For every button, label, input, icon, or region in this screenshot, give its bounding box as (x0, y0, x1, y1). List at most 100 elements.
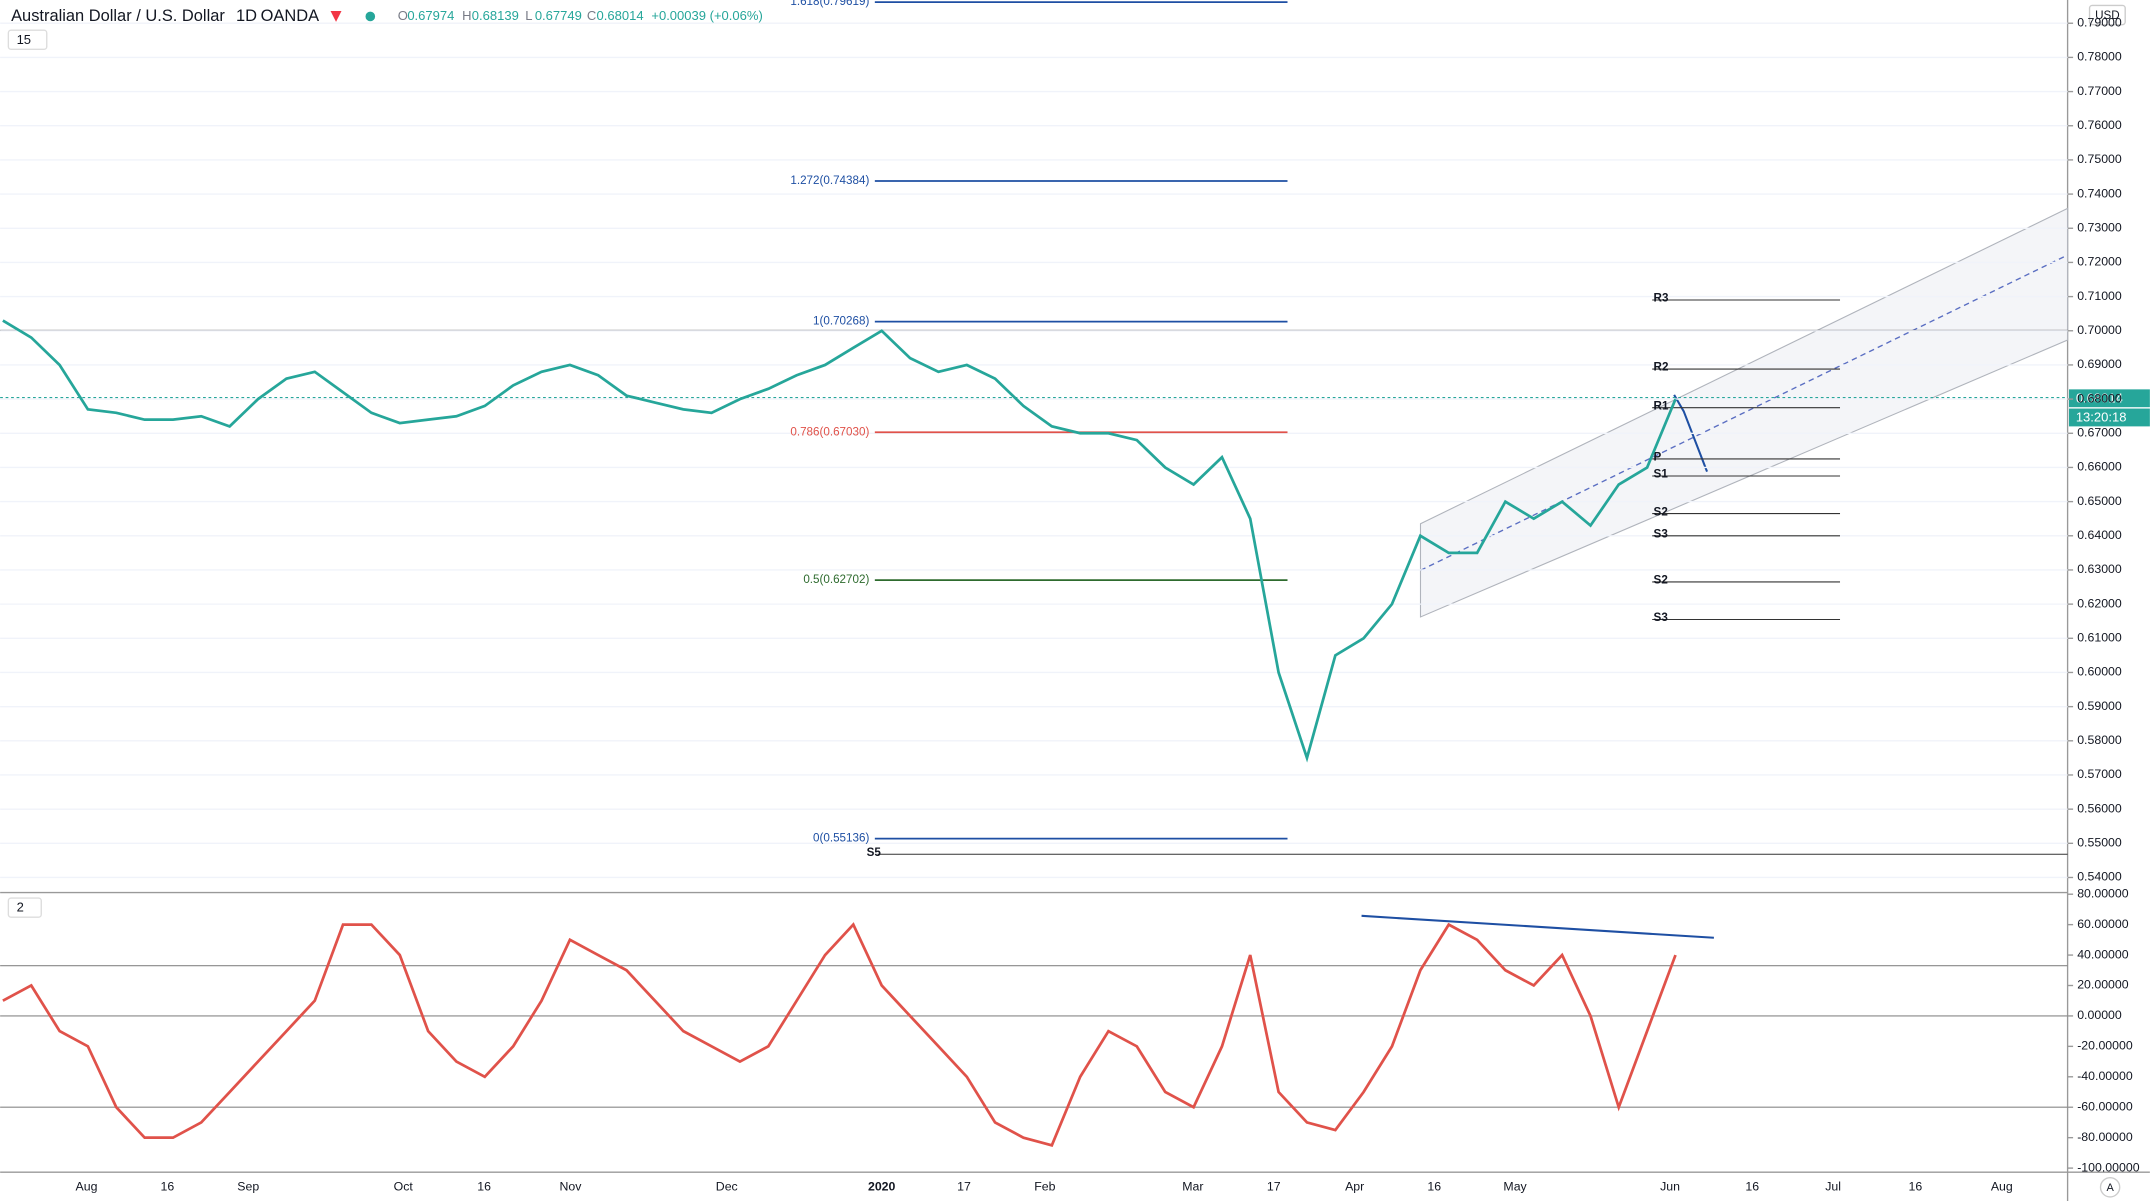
pivot-label: P (1654, 451, 1662, 464)
indicator-legend-toggle[interactable] (7, 29, 48, 51)
x-tick-label: 17 (1267, 1180, 1281, 1194)
ohlc-key: H (462, 8, 471, 23)
y-tick-label: 0.75000 (2077, 152, 2122, 166)
fib-label: 1.272(0.74384) (790, 174, 869, 187)
x-tick-label: Aug (1991, 1180, 2013, 1194)
ohlc-value: 0.67749 (535, 8, 582, 23)
y-tick-label: 40.00000 (2077, 947, 2129, 961)
y-tick-label: -20.00000 (2077, 1039, 2133, 1053)
currency[interactable]: USD (2095, 9, 2120, 22)
pivot-label: R1 (1654, 399, 1669, 412)
pivot-label: S5 (867, 846, 882, 859)
y-tick-label: 0.63000 (2077, 562, 2122, 576)
osc-legend-toggle[interactable] (7, 897, 42, 918)
ohlc-key: L (525, 8, 532, 23)
pivot-label: S2 (1654, 505, 1669, 518)
pivot-label: S2 (1654, 574, 1669, 587)
y-tick-label: 0.60000 (2077, 665, 2122, 679)
y-tick-label: 0.68000 (2077, 391, 2122, 405)
auto-scale-label[interactable]: A (2106, 1182, 2114, 1194)
x-tick-label: 17 (957, 1180, 971, 1194)
pivot-label: S1 (1654, 468, 1669, 481)
x-tick-label: Jul (1825, 1180, 1841, 1194)
fib-label: 1.618(0.79619) (790, 0, 869, 8)
y-tick-label: 0.65000 (2077, 494, 2122, 508)
x-tick-label: Apr (1345, 1180, 1364, 1194)
y-tick-label: -60.00000 (2077, 1099, 2133, 1113)
indicator-legend[interactable]: 15 (17, 32, 31, 47)
countdown-tag (2068, 408, 2150, 427)
flag-icon[interactable] (330, 10, 342, 22)
ohlc-key: O (398, 8, 408, 23)
y-tick-label: 0.76000 (2077, 118, 2122, 132)
pivot-label: S3 (1654, 611, 1669, 624)
x-tick-label: Nov (560, 1180, 583, 1194)
x-tick-label: Feb (1034, 1180, 1055, 1194)
series-line (2, 319, 1677, 763)
y-tick-label: 0.55000 (2077, 836, 2122, 850)
channel-midline (1420, 254, 2068, 571)
y-tick-label: 60.00000 (2077, 917, 2129, 931)
currency-button[interactable] (2088, 4, 2126, 26)
symbol-title[interactable]: Australian Dollar / U.S. Dollar (11, 7, 225, 25)
pivot-label: S3 (1654, 527, 1669, 540)
source[interactable]: OANDA (261, 7, 319, 25)
x-tick-label: 16 (161, 1180, 175, 1194)
x-tick-label: Dec (716, 1180, 738, 1194)
y-tick-label: 0.79000 (2077, 15, 2122, 29)
fib-label: 1(0.70268) (813, 315, 869, 328)
y-tick-label: 0.57000 (2077, 767, 2122, 781)
osc-legend[interactable]: 2 (17, 900, 24, 915)
y-tick-label: 0.62000 (2077, 596, 2122, 610)
projection-line (1673, 394, 1708, 472)
x-tick-label: Aug (76, 1180, 98, 1194)
y-tick-label: 0.54000 (2077, 870, 2122, 884)
pivot-label: R2 (1654, 361, 1669, 374)
y-tick-label: 0.59000 (2077, 699, 2122, 713)
y-tick-label: 0.56000 (2077, 801, 2122, 815)
fib-label: 0(0.55136) (813, 832, 869, 845)
y-tick-label: 0.66000 (2077, 460, 2122, 474)
y-tick-label: 0.72000 (2077, 255, 2122, 269)
y-tick-label: 0.67000 (2077, 426, 2122, 440)
y-tick-label: 0.64000 (2077, 528, 2122, 542)
auto-scale-button[interactable] (2099, 1177, 2121, 1198)
y-tick-label: 0.74000 (2077, 186, 2122, 200)
x-tick-label: 2020 (868, 1180, 896, 1194)
divergence-trendline (1361, 914, 1714, 939)
y-tick-label: 0.73000 (2077, 221, 2122, 235)
last-price-tag (2068, 389, 2150, 408)
ohlc-key: C (587, 8, 596, 23)
x-tick-label: Sep (237, 1180, 259, 1194)
status-dot (365, 11, 376, 22)
y-tick-label: 0.77000 (2077, 84, 2122, 98)
x-tick-label: 16 (477, 1180, 491, 1194)
change: +0.00039 (+0.06%) (651, 8, 762, 23)
x-tick-label: Oct (394, 1180, 414, 1194)
x-tick-label: Mar (1182, 1180, 1203, 1194)
ohlc-value: 0.68014 (597, 8, 644, 23)
x-tick-label: May (1503, 1180, 1527, 1194)
last-price: 0.68014 (2076, 390, 2123, 405)
x-tick-label: 16 (1427, 1180, 1441, 1194)
y-tick-label: 20.00000 (2077, 978, 2129, 992)
x-tick-label: Jun (1660, 1180, 1680, 1194)
y-tick-label: 0.61000 (2077, 631, 2122, 645)
ohlc-value: 0.67974 (407, 8, 454, 23)
fib-label: 0.786(0.67030) (790, 425, 869, 438)
x-tick-label: 16 (1745, 1180, 1759, 1194)
pivot-label: R3 (1654, 292, 1669, 305)
countdown: 13:20:18 (2076, 410, 2127, 425)
y-tick-label: -80.00000 (2077, 1130, 2133, 1144)
y-tick-label: 0.58000 (2077, 733, 2122, 747)
y-tick-label: 0.78000 (2077, 50, 2122, 64)
y-tick-label: -100.00000 (2077, 1160, 2140, 1174)
interval[interactable]: 1D (236, 7, 257, 25)
y-tick-label: 0.00000 (2077, 1008, 2122, 1022)
y-tick-label: 0.69000 (2077, 357, 2122, 371)
y-tick-label: -40.00000 (2077, 1069, 2133, 1083)
ohlc-value: 0.68139 (472, 8, 519, 23)
y-tick-label: 0.70000 (2077, 323, 2122, 337)
